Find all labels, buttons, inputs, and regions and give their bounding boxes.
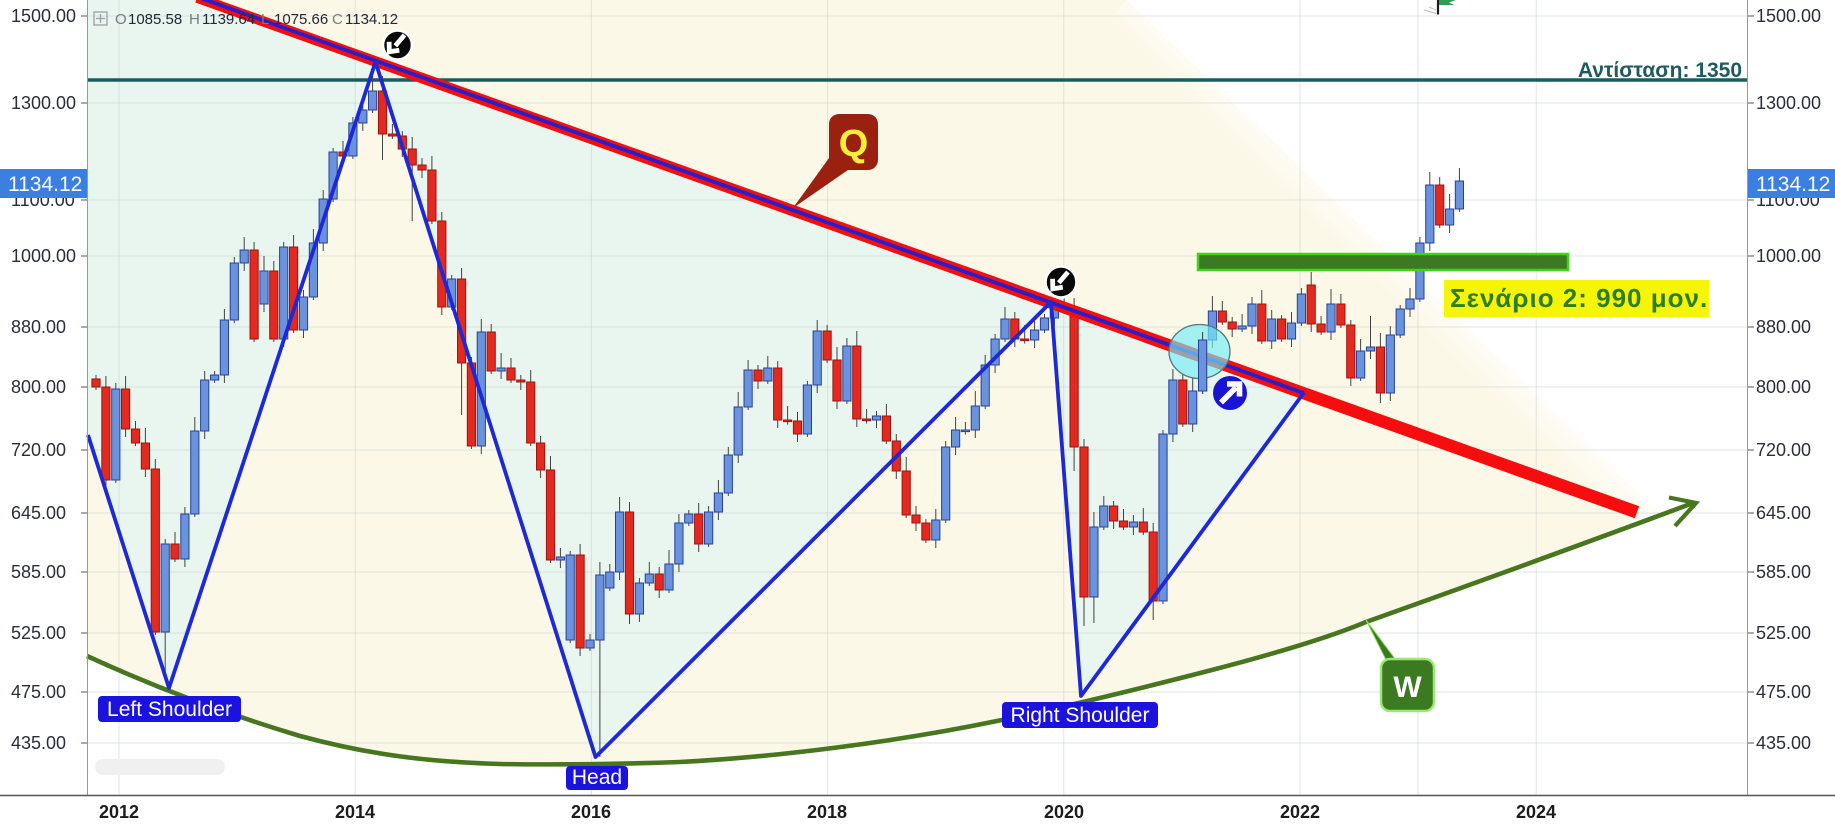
svg-text:645.00: 645.00 (1756, 503, 1811, 523)
svg-text:880.00: 880.00 (1756, 317, 1811, 337)
svg-text:Σενάριο 2: 990 μον.: Σενάριο 2: 990 μον. (1450, 283, 1708, 313)
svg-text:2024: 2024 (1516, 802, 1556, 822)
svg-text:2014: 2014 (335, 802, 375, 822)
svg-text:H: H (189, 11, 200, 28)
svg-text:475.00: 475.00 (11, 682, 66, 702)
svg-text:525.00: 525.00 (11, 623, 66, 643)
svg-text:Head: Head (572, 766, 622, 789)
svg-text:435.00: 435.00 (11, 733, 66, 753)
svg-text:800.00: 800.00 (11, 377, 66, 397)
svg-text:1134.12: 1134.12 (345, 11, 398, 28)
svg-text:800.00: 800.00 (1756, 377, 1811, 397)
svg-text:W: W (1393, 671, 1422, 704)
svg-text:2012: 2012 (99, 802, 139, 822)
svg-text:1000.00: 1000.00 (1756, 246, 1821, 266)
svg-text:2016: 2016 (571, 802, 611, 822)
svg-text:1075.66: 1075.66 (274, 11, 328, 28)
svg-text:720.00: 720.00 (11, 440, 66, 460)
svg-text:475.00: 475.00 (1756, 682, 1811, 702)
svg-text:880.00: 880.00 (11, 317, 66, 337)
svg-text:1500.00: 1500.00 (1756, 6, 1821, 26)
svg-text:1300.00: 1300.00 (11, 93, 76, 113)
svg-text:1134.12: 1134.12 (8, 173, 82, 196)
svg-text:L: L (261, 11, 269, 28)
svg-text:O: O (115, 11, 127, 28)
svg-text:1085.58: 1085.58 (128, 11, 182, 28)
svg-text:720.00: 720.00 (1756, 440, 1811, 460)
svg-text:Left Shoulder: Left Shoulder (107, 698, 232, 721)
svg-text:645.00: 645.00 (11, 503, 66, 523)
svg-text:1000.00: 1000.00 (11, 246, 76, 266)
svg-text:585.00: 585.00 (1756, 562, 1811, 582)
svg-text:Αντίσταση: 1350: Αντίσταση: 1350 (1578, 59, 1742, 82)
svg-text:585.00: 585.00 (11, 562, 66, 582)
svg-text:2020: 2020 (1044, 802, 1084, 822)
svg-text:525.00: 525.00 (1756, 623, 1811, 643)
svg-text:Q: Q (839, 123, 869, 165)
svg-text:1134.12: 1134.12 (1756, 173, 1830, 196)
svg-text:1500.00: 1500.00 (11, 6, 76, 26)
svg-text:Right Shoulder: Right Shoulder (1011, 704, 1150, 727)
svg-text:1300.00: 1300.00 (1756, 93, 1821, 113)
svg-text:2018: 2018 (807, 802, 847, 822)
svg-text:1139.64: 1139.64 (202, 11, 255, 28)
svg-text:2022: 2022 (1280, 802, 1320, 822)
svg-text:C: C (332, 11, 343, 28)
svg-text:435.00: 435.00 (1756, 733, 1811, 753)
